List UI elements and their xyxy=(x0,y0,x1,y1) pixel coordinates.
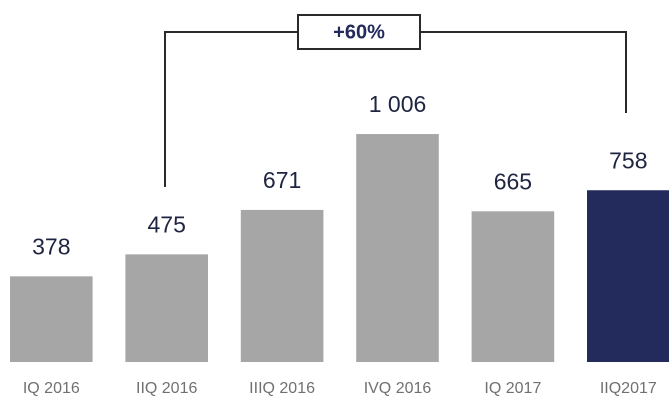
bar xyxy=(240,209,324,362)
bar xyxy=(356,134,439,362)
x-tick-label: IQ 2016 xyxy=(23,380,80,397)
x-tick-label: IIQ 2016 xyxy=(136,380,197,397)
bracket-right xyxy=(420,31,627,113)
bar xyxy=(471,211,555,362)
bar xyxy=(587,190,669,362)
x-tick-label: IQ 2017 xyxy=(484,380,541,397)
x-tick-label: IIQ2017 xyxy=(600,380,657,397)
bar xyxy=(125,254,208,362)
value-label: 1 006 xyxy=(369,91,427,117)
value-label: 665 xyxy=(494,168,532,194)
value-label: 378 xyxy=(32,233,70,259)
annotation-box xyxy=(297,14,421,50)
x-tick-label: IVQ 2016 xyxy=(364,380,432,397)
x-tick-label: IIIQ 2016 xyxy=(249,380,315,397)
bracket-left xyxy=(164,31,298,187)
value-label: 671 xyxy=(263,167,301,193)
annotation: +60% xyxy=(333,21,385,43)
value-label: 475 xyxy=(148,211,186,237)
bar xyxy=(10,276,93,362)
bracket xyxy=(164,14,627,187)
value-label: 758 xyxy=(609,147,647,173)
